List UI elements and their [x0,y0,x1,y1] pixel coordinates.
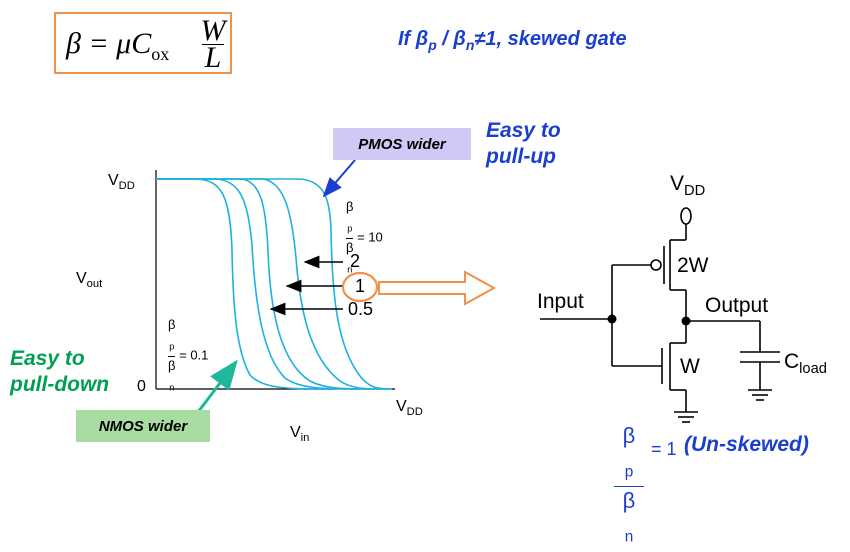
curve-ratio-2 [156,178,386,390]
pmos-pointer [322,159,356,198]
origin-label: 0 [137,378,146,395]
output-label: Output [705,294,769,317]
pmos-bubble [650,259,662,271]
unskewed-note: (Un-skewed) [684,433,809,456]
circuit-vdd-label: VDD [670,172,706,200]
input-label: Input [537,290,584,313]
unskewed-equals: = 1 [651,439,677,459]
x-axis-vdd-label: VDD [396,398,423,419]
easy-pull-up-label: Easy to pull-up [486,119,561,168]
output-node [681,316,691,326]
nmos-wider-callout: NMOS wider [76,410,210,442]
curve-ratio-1 [156,178,376,390]
highlight-circle [341,271,379,303]
nmos-width-label: W [680,355,700,378]
beta-formula-box: β = μCox W L [54,12,232,74]
curve-ratio-0.1 [156,178,331,390]
pmos-width-label: 2W [677,254,709,277]
y-axis-vdd-label: VDD [108,172,135,193]
cload-label: Cload [784,350,827,378]
vin-label: Vin [290,424,310,445]
formula-numerator: W [200,14,226,47]
vout-label: Vout [76,270,103,291]
easy-pull-down-label: Easy to pull-down [10,347,110,396]
input-node [607,314,617,324]
skewed-gate-note: If βp / βn≠1, skewed gate [398,28,627,53]
ratio-2-label: 2 [350,251,361,271]
diagram-canvas [155,159,780,423]
ratio-1-label: 1 [355,276,366,296]
ratio-0.5-label: 0.5 [348,299,374,319]
formula-denominator: L [204,41,222,74]
vdd-terminal [680,207,692,225]
pmos-wider-callout: PMOS wider [333,128,471,160]
orange-arrow [378,270,497,306]
beta-formula-lhs: β = μCox [66,27,170,64]
beta-formula-fraction: W L [200,14,226,74]
curve-ratio-0.5 [156,178,361,390]
